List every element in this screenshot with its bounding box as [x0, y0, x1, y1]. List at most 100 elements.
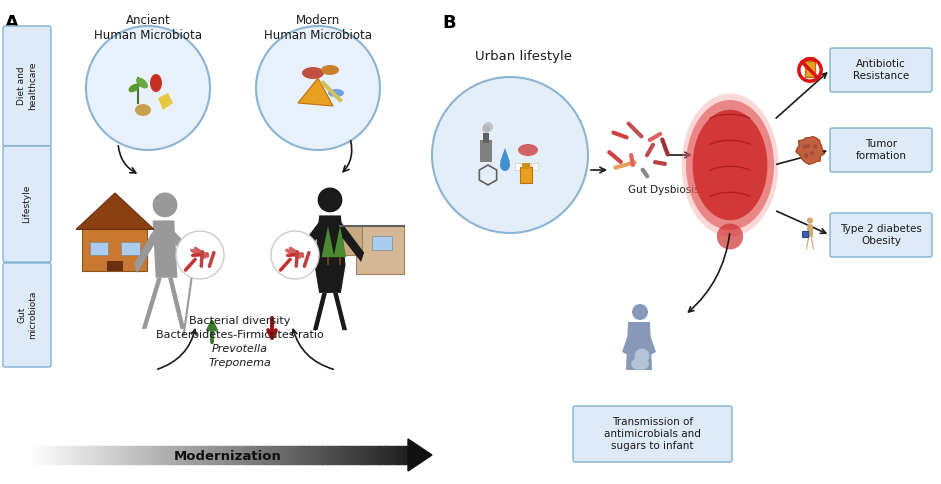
PathPatch shape: [796, 136, 824, 165]
Bar: [275, 446, 280, 464]
Bar: [337, 446, 342, 464]
Bar: [61, 446, 67, 464]
Bar: [256, 446, 262, 464]
Ellipse shape: [686, 100, 774, 230]
Bar: [137, 446, 142, 464]
Bar: [279, 446, 285, 464]
Bar: [327, 446, 332, 464]
Bar: [104, 446, 109, 464]
Bar: [184, 446, 190, 464]
Polygon shape: [168, 278, 185, 329]
Circle shape: [256, 26, 380, 150]
Text: Bacteroidetes-Firmicutes ratio: Bacteroidetes-Firmicutes ratio: [156, 330, 324, 340]
Polygon shape: [313, 293, 327, 330]
Bar: [270, 446, 276, 464]
Circle shape: [152, 193, 178, 217]
Bar: [515, 163, 522, 170]
Bar: [389, 446, 394, 464]
Polygon shape: [333, 293, 347, 330]
Bar: [119, 446, 123, 464]
Bar: [360, 446, 366, 464]
Bar: [75, 446, 81, 464]
Text: Lifestyle: Lifestyle: [23, 185, 31, 223]
Polygon shape: [340, 222, 364, 262]
Bar: [284, 446, 290, 464]
Circle shape: [271, 231, 319, 279]
Text: Type 2 diabetes
Obesity: Type 2 diabetes Obesity: [840, 224, 922, 246]
Circle shape: [810, 151, 814, 155]
Bar: [109, 446, 114, 464]
Bar: [298, 446, 304, 464]
Bar: [365, 446, 371, 464]
Bar: [66, 446, 72, 464]
Bar: [156, 446, 162, 464]
Bar: [199, 446, 204, 464]
Ellipse shape: [135, 104, 151, 116]
Circle shape: [805, 153, 808, 157]
Text: Ancient
Human Microbiota: Ancient Human Microbiota: [94, 14, 202, 42]
Circle shape: [813, 144, 817, 149]
Bar: [85, 446, 90, 464]
Bar: [33, 446, 38, 464]
Circle shape: [634, 348, 649, 363]
Polygon shape: [295, 222, 321, 262]
Bar: [805, 61, 816, 77]
Bar: [265, 446, 271, 464]
Bar: [802, 231, 808, 237]
Bar: [42, 446, 47, 464]
Ellipse shape: [717, 224, 743, 249]
Bar: [99, 446, 104, 464]
Bar: [242, 446, 247, 464]
Bar: [393, 446, 399, 464]
Bar: [83, 229, 148, 271]
FancyBboxPatch shape: [830, 213, 932, 257]
Bar: [228, 446, 232, 464]
Polygon shape: [622, 335, 642, 358]
Ellipse shape: [328, 89, 344, 97]
Bar: [218, 446, 223, 464]
Text: Treponema: Treponema: [209, 358, 271, 368]
Bar: [404, 446, 408, 464]
Bar: [398, 446, 404, 464]
Bar: [89, 446, 95, 464]
Bar: [375, 446, 380, 464]
Polygon shape: [298, 78, 333, 106]
Bar: [332, 446, 337, 464]
Text: Bacterial diversity: Bacterial diversity: [189, 316, 291, 326]
Bar: [483, 133, 489, 143]
Bar: [128, 446, 133, 464]
Bar: [71, 446, 76, 464]
Bar: [251, 446, 257, 464]
Bar: [204, 446, 209, 464]
Bar: [294, 446, 299, 464]
Polygon shape: [807, 225, 813, 237]
Bar: [166, 446, 171, 464]
Bar: [237, 446, 242, 464]
Circle shape: [86, 26, 210, 150]
Ellipse shape: [518, 144, 538, 156]
Polygon shape: [500, 148, 510, 162]
Circle shape: [483, 122, 493, 132]
Polygon shape: [152, 220, 178, 278]
Polygon shape: [811, 237, 814, 249]
Polygon shape: [805, 237, 809, 249]
Bar: [356, 226, 404, 274]
Text: Tumor
formation: Tumor formation: [855, 139, 906, 161]
Bar: [152, 446, 157, 464]
Bar: [170, 446, 176, 464]
Text: Transmission of
antimicrobials and
sugars to infant: Transmission of antimicrobials and sugar…: [604, 417, 701, 451]
Bar: [28, 446, 33, 464]
Bar: [318, 446, 323, 464]
Circle shape: [482, 125, 490, 133]
Polygon shape: [76, 193, 154, 229]
FancyBboxPatch shape: [573, 406, 732, 462]
FancyBboxPatch shape: [3, 146, 51, 262]
Bar: [121, 242, 139, 256]
Text: Prevotella: Prevotella: [212, 344, 268, 354]
Bar: [94, 446, 100, 464]
Ellipse shape: [693, 110, 768, 220]
Bar: [531, 163, 538, 170]
Text: Gut
microbiota: Gut microbiota: [17, 291, 37, 339]
Polygon shape: [638, 335, 656, 358]
Bar: [223, 446, 228, 464]
